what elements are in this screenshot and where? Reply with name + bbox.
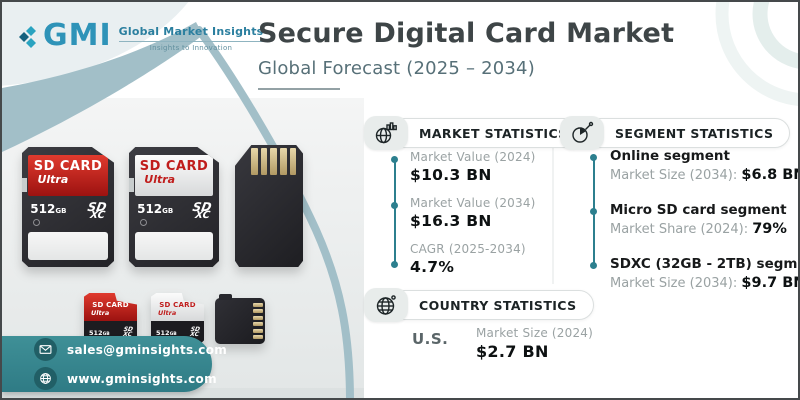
segment-statistics-section: SEGMENT STATISTICS Online segment Market…: [560, 116, 798, 296]
header: Secure Digital Card Market Global Foreca…: [258, 18, 674, 90]
country-statistics-section: COUNTRY STATISTICS U.S. Market Size (202…: [364, 288, 664, 378]
teal-crescent: [2, 22, 203, 152]
market-statistics-heading: MARKET STATISTICS: [398, 118, 585, 148]
sd-card-capacity: 512GB SD XC: [30, 200, 108, 231]
micro-sd-contacts: [253, 303, 263, 339]
stat-market-value-2034: Market Value (2034) $16.3 BN: [410, 196, 536, 230]
micro-sd-label: SD CARD Ultra: [84, 293, 137, 322]
market-statistics-section: MARKET STATISTICS Market Value (2024) $1…: [364, 116, 585, 286]
micro-sd-back: [215, 294, 265, 344]
stat-micro-sd-segment: Micro SD card segment Market Share (2024…: [610, 202, 787, 237]
corner-ring-inner: [752, 2, 798, 69]
sd-card-label: SD CARD Ultra: [135, 155, 213, 197]
teal-arc: [195, 26, 354, 398]
segment-statistics-heading: SEGMENT STATISTICS: [594, 118, 791, 148]
bullet-dot: [391, 202, 398, 209]
sd-lock-switch: [129, 178, 134, 193]
contact-email[interactable]: sales@gminsights.com: [34, 338, 227, 361]
stat-online-segment: Online segment Market Size (2034): $6.8 …: [610, 148, 800, 183]
stat-cagr: CAGR (2025-2034) 4.7%: [410, 242, 526, 276]
stat-us-market-size: Market Size (2024) $2.7 BN: [476, 326, 594, 361]
sd-card-front-silver: SD CARD Ultra 512GB SD XC: [129, 147, 219, 267]
globe-icon: [34, 367, 57, 390]
segment-statistics-icon: [560, 116, 604, 150]
contact-bar: sales@gminsights.com www.gminsights.com: [2, 336, 227, 392]
logo-company-name: Global Market Insights: [118, 25, 264, 38]
page-subtitle: Global Forecast (2025 – 2034): [258, 58, 535, 79]
pale-corner-blob: [2, 2, 189, 86]
sd-card-white-label: [28, 232, 108, 260]
sd-lock-switch: [22, 178, 27, 193]
subtitle-underline: [258, 88, 340, 90]
country-statistics-heading: COUNTRY STATISTICS: [398, 290, 594, 320]
logo-tagline: Insights to Innovation: [149, 44, 233, 52]
sd-card-label: SD CARD Ultra: [28, 155, 108, 197]
micro-sd-label: SD CARD Ultra: [151, 293, 204, 322]
connector-line: [394, 160, 396, 264]
stat-sdxc-segment: SDXC (32GB - 2TB) segment Market Size (2…: [610, 256, 800, 291]
gmi-logo[interactable]: GMI Global Market Insights Insights to I…: [18, 18, 264, 53]
sd-card-white-label: [135, 232, 213, 260]
logo-monogram: GMI: [43, 18, 112, 53]
country-name: U.S.: [412, 330, 449, 348]
bullet-dot: [391, 261, 398, 268]
sdxc-logo: SD XC: [191, 200, 213, 222]
sd-card-front-red: SD CARD Ultra 512GB SD XC: [22, 147, 114, 267]
micro-sd-tab: [219, 294, 232, 300]
sd-card-contacts: [251, 148, 297, 175]
bullet-dot: [391, 156, 398, 163]
logo-divider: [118, 41, 264, 42]
bullet-dot: [590, 208, 597, 215]
logo-wordmark: Global Market Insights Insights to Innov…: [118, 25, 264, 52]
sdxc-logo: SD XC: [86, 200, 108, 222]
country-statistics-icon: [364, 288, 408, 322]
page-title: Secure Digital Card Market: [258, 18, 675, 49]
bullet-dot: [590, 154, 597, 161]
market-statistics-icon: [364, 116, 408, 150]
sd-card-back: [235, 145, 303, 267]
sd-card-capacity: 512GB SD XC: [137, 200, 213, 231]
floor-strip: [2, 388, 364, 398]
corner-ring-outer: [715, 2, 798, 106]
stat-market-value-2024: Market Value (2024) $10.3 BN: [410, 150, 536, 184]
email-icon: [34, 338, 57, 361]
bullet-dot: [590, 262, 597, 269]
contact-website[interactable]: www.gminsights.com: [34, 367, 217, 390]
gmi-logo-mark-icon: [19, 26, 36, 48]
